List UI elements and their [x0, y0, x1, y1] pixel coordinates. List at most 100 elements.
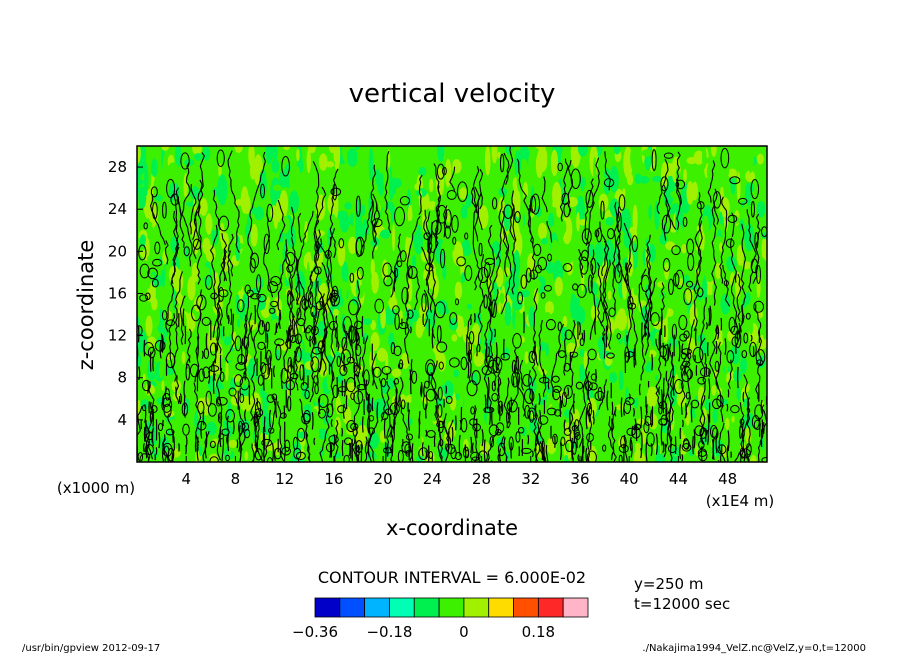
field-patch	[559, 221, 565, 239]
contour-line	[470, 187, 478, 214]
contour-loop	[522, 373, 533, 387]
field-patch	[678, 254, 688, 277]
contour-line	[757, 404, 767, 462]
field-patch	[250, 223, 258, 247]
contour-loop	[503, 204, 513, 219]
field-patch	[199, 439, 209, 449]
contour-line	[679, 444, 682, 460]
field-patch	[613, 146, 621, 155]
contour-loop	[267, 281, 279, 294]
field-patch	[736, 387, 741, 401]
velocity-field	[137, 146, 767, 462]
contour-line	[425, 429, 428, 437]
contour-loop	[464, 232, 469, 240]
field-patch	[683, 274, 690, 285]
contour-loop	[258, 320, 266, 335]
contour-line	[333, 434, 336, 447]
field-patch	[682, 312, 691, 320]
contour-loop	[686, 238, 695, 255]
contour-loop	[514, 210, 521, 224]
contour-loop	[219, 371, 225, 382]
contour-loop	[581, 249, 589, 262]
field-patch	[341, 261, 349, 284]
contour-line	[238, 425, 241, 446]
field-patch	[388, 175, 394, 201]
field-patch	[224, 350, 235, 361]
field-patch	[459, 187, 468, 200]
contour-loop	[594, 390, 605, 402]
contour-loop	[404, 443, 412, 455]
contour-loop	[616, 211, 622, 233]
contour-loop	[337, 405, 347, 414]
field-patch	[270, 318, 280, 334]
field-patch	[407, 204, 413, 224]
contour-line	[296, 210, 314, 305]
contour-loop	[394, 313, 400, 330]
contour-line	[224, 313, 235, 364]
contour-line	[275, 322, 278, 333]
contour-loop	[139, 263, 150, 279]
contour-line	[430, 360, 443, 462]
contour-loop	[680, 365, 692, 382]
contour-line	[559, 158, 569, 222]
contour-loop	[477, 450, 488, 462]
colorbar-swatch	[389, 597, 415, 618]
colorbar-swatch	[513, 597, 539, 618]
field-patch	[570, 146, 581, 169]
contour-line	[660, 308, 663, 328]
field-patch	[507, 367, 513, 377]
field-patch	[720, 293, 731, 315]
contour-line	[497, 453, 500, 462]
field-patch	[648, 413, 658, 430]
contour-line	[588, 405, 591, 423]
contour-loop	[266, 349, 272, 365]
field-patch	[630, 146, 641, 173]
contour-line	[495, 342, 498, 363]
contour-line	[193, 152, 205, 260]
contour-line	[581, 332, 584, 340]
contour-line	[646, 246, 653, 321]
field-patch	[205, 244, 216, 263]
contour-line	[505, 456, 508, 462]
contour-loop	[662, 258, 671, 272]
contour-loop	[525, 267, 532, 283]
contour-line	[285, 239, 294, 342]
field-patch	[724, 352, 729, 375]
contour-line	[717, 460, 720, 462]
contour-loop	[342, 316, 353, 335]
contour-line	[606, 390, 609, 411]
contour-line	[371, 353, 378, 390]
field-patch	[542, 211, 549, 221]
field-patch	[355, 215, 363, 242]
contour-line	[503, 152, 510, 185]
contour-loop	[487, 359, 499, 374]
x-tick-label: 28	[472, 470, 491, 488]
contour-line	[709, 305, 712, 326]
contour-loop	[439, 438, 444, 447]
field-patch	[200, 266, 211, 278]
field-patch	[616, 308, 628, 331]
contour-loop	[597, 386, 603, 400]
contour-line	[724, 338, 727, 355]
contour-loop	[216, 149, 225, 167]
contour-loop	[449, 312, 458, 325]
field-patch	[748, 151, 753, 174]
field-patch	[502, 347, 510, 359]
field-patch	[661, 423, 670, 434]
y-tick-label: 12	[108, 327, 127, 345]
field-patch	[413, 146, 423, 168]
contour-loop	[310, 305, 317, 318]
contour-line	[651, 354, 653, 371]
field-patch	[297, 171, 309, 198]
contour-line	[433, 163, 441, 234]
contour-loop	[687, 352, 692, 360]
contour-line	[718, 422, 726, 462]
contour-loop	[254, 448, 263, 461]
contour-line	[491, 289, 499, 318]
contour-loop	[506, 399, 518, 413]
x-tick-label: 40	[620, 470, 639, 488]
contour-line	[715, 340, 718, 355]
field-patch	[537, 222, 548, 240]
contour-loop	[565, 439, 574, 453]
contour-line	[656, 158, 669, 215]
